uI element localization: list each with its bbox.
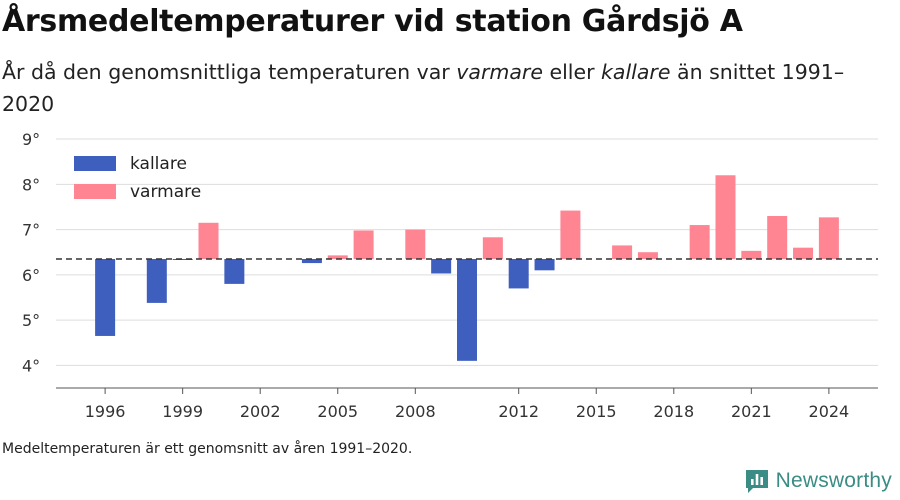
bar-2012 (508, 259, 529, 289)
bar-2014 (560, 210, 581, 259)
bar-2006 (353, 230, 374, 259)
bar-2024 (818, 217, 839, 259)
chart-subtitle: År då den genomsnittliga temperaturen va… (2, 56, 882, 120)
bar-2021 (741, 250, 762, 259)
subtitle-warm-word: varmare (456, 60, 543, 84)
subtitle-text-2: eller (542, 60, 602, 84)
legend-swatch-kallare (74, 156, 116, 171)
x-tick-label: 2008 (395, 402, 436, 421)
y-tick-label: 4° (22, 356, 40, 375)
bar-2000 (198, 222, 219, 259)
x-tick-label: 2018 (653, 402, 694, 421)
subtitle-text-3: än snittet 1991–2020 (2, 60, 845, 116)
x-tick-label: 2002 (240, 402, 281, 421)
bar-2008 (405, 229, 426, 259)
footnote: Medeltemperaturen är ett genomsnitt av å… (2, 441, 413, 457)
bar-2011 (482, 237, 503, 259)
newsworthy-logo-icon (745, 470, 768, 493)
bar-1996 (95, 259, 116, 336)
y-tick-label: 9° (22, 130, 40, 149)
bar-2001 (224, 259, 245, 284)
bar-2016 (612, 245, 633, 259)
x-tick-label: 2021 (731, 402, 772, 421)
legend-label-varmare: varmare (130, 182, 201, 202)
bar-2010 (457, 259, 477, 361)
x-tick-label: 2012 (498, 402, 539, 421)
x-tick-label: 1999 (162, 402, 203, 421)
bar-2019 (689, 225, 710, 259)
y-tick-label: 7° (22, 221, 40, 240)
subtitle-cold-word: kallare (601, 60, 671, 84)
subtitle-text-1: År då den genomsnittliga temperaturen va… (2, 60, 457, 84)
legend-swatch-varmare (74, 184, 116, 199)
bar-2013 (534, 259, 555, 271)
bar-2017 (637, 252, 658, 259)
y-tick-label: 5° (22, 311, 40, 330)
bar-2005 (327, 255, 348, 259)
bar-2020 (715, 175, 736, 259)
brand-name: Newsworthy (775, 469, 892, 492)
bar-1999 (172, 259, 193, 260)
y-tick-label: 6° (22, 266, 40, 285)
bar-2023 (793, 247, 814, 259)
x-tick-label: 2005 (317, 402, 358, 421)
bar-2004 (301, 259, 322, 264)
newsworthy-brand[interactable]: Newsworthy (744, 468, 892, 494)
temperature-bar-chart: 4° 5° 6° 7° 8° 9° 1996 1999 2002 2005 2008 2012 2015… (22, 130, 878, 421)
x-tick-label: 2024 (809, 402, 850, 421)
chart-title: Årsmedeltemperaturer vid station Gårdsjö… (2, 4, 743, 39)
x-tick-label: 1996 (85, 402, 126, 421)
x-tick-label: 2015 (576, 402, 617, 421)
bar-2022 (767, 216, 788, 259)
y-tick-label: 8° (22, 175, 40, 194)
bar-1998 (146, 259, 167, 303)
bar-2009 (431, 259, 452, 274)
legend-label-kallare: kallare (130, 154, 187, 174)
